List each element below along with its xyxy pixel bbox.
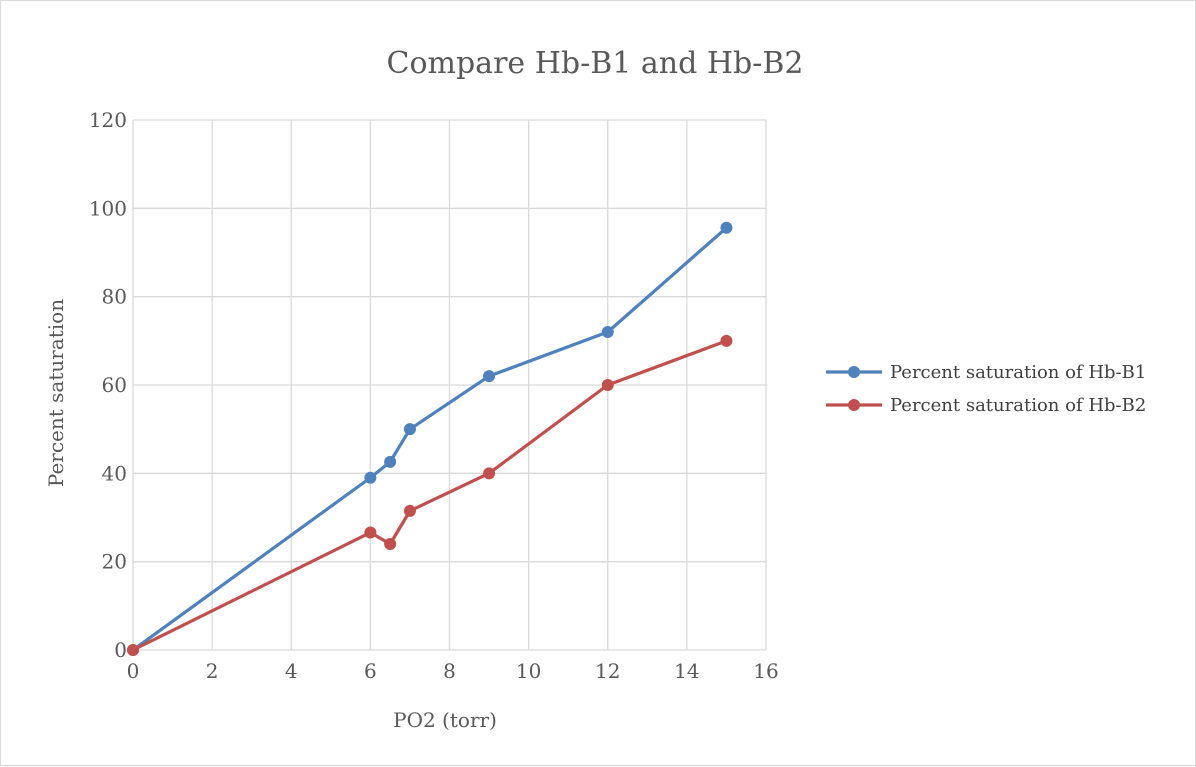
y-tick-label: 80 bbox=[102, 285, 127, 309]
gridlines bbox=[132, 119, 767, 651]
data-point bbox=[364, 526, 377, 539]
chart-title: Compare Hb-B1 and Hb-B2 bbox=[387, 46, 804, 81]
x-tick-label: 0 bbox=[127, 659, 140, 683]
data-point bbox=[127, 644, 139, 656]
y-tick-label: 0 bbox=[114, 638, 127, 662]
y-tick-label: 120 bbox=[89, 108, 127, 132]
legend-marker bbox=[848, 399, 860, 411]
x-tick-label: 8 bbox=[443, 659, 456, 683]
legend: Percent saturation of Hb-B1 Percent satur… bbox=[826, 362, 1146, 416]
x-tick-label: 4 bbox=[285, 659, 298, 683]
x-tick-label: 6 bbox=[364, 659, 377, 683]
legend-marker bbox=[848, 366, 860, 378]
data-point bbox=[403, 504, 416, 517]
series-line bbox=[131, 226, 729, 652]
legend-item: Percent saturation of Hb-B1 bbox=[826, 362, 1146, 383]
data-point bbox=[384, 455, 397, 468]
series-2 bbox=[127, 334, 733, 656]
legend-label: Percent saturation of Hb-B2 bbox=[890, 395, 1146, 416]
data-point bbox=[403, 423, 416, 436]
x-tick-label: 14 bbox=[674, 659, 699, 683]
y-tick-label: 20 bbox=[102, 550, 127, 574]
tick-labels: 0 2 4 6 8 10 12 14 16 0 20 40 60 80 100 120 bbox=[89, 108, 779, 683]
series-line bbox=[131, 339, 729, 652]
data-point bbox=[364, 471, 377, 484]
x-tick-label: 2 bbox=[206, 659, 219, 683]
data-point bbox=[483, 370, 496, 383]
x-tick-label: 16 bbox=[753, 659, 778, 683]
data-point bbox=[601, 379, 614, 391]
x-tick-label: 12 bbox=[595, 659, 620, 683]
legend-label: Percent saturation of Hb-B1 bbox=[890, 362, 1146, 383]
data-point bbox=[720, 221, 733, 234]
y-tick-label: 40 bbox=[102, 461, 127, 485]
y-tick-label: 60 bbox=[102, 373, 127, 397]
data-point bbox=[483, 467, 496, 480]
series-layer bbox=[127, 221, 733, 656]
series-1 bbox=[127, 221, 733, 656]
legend-item: Percent saturation of Hb-B2 bbox=[826, 395, 1146, 416]
data-point bbox=[384, 538, 397, 550]
data-point bbox=[601, 326, 614, 338]
x-tick-label: 10 bbox=[516, 659, 541, 683]
y-axis-title: Percent saturation bbox=[44, 299, 68, 487]
y-tick-label: 100 bbox=[89, 196, 127, 220]
data-point bbox=[720, 334, 733, 347]
x-axis-title: PO2 (torr) bbox=[393, 708, 497, 732]
